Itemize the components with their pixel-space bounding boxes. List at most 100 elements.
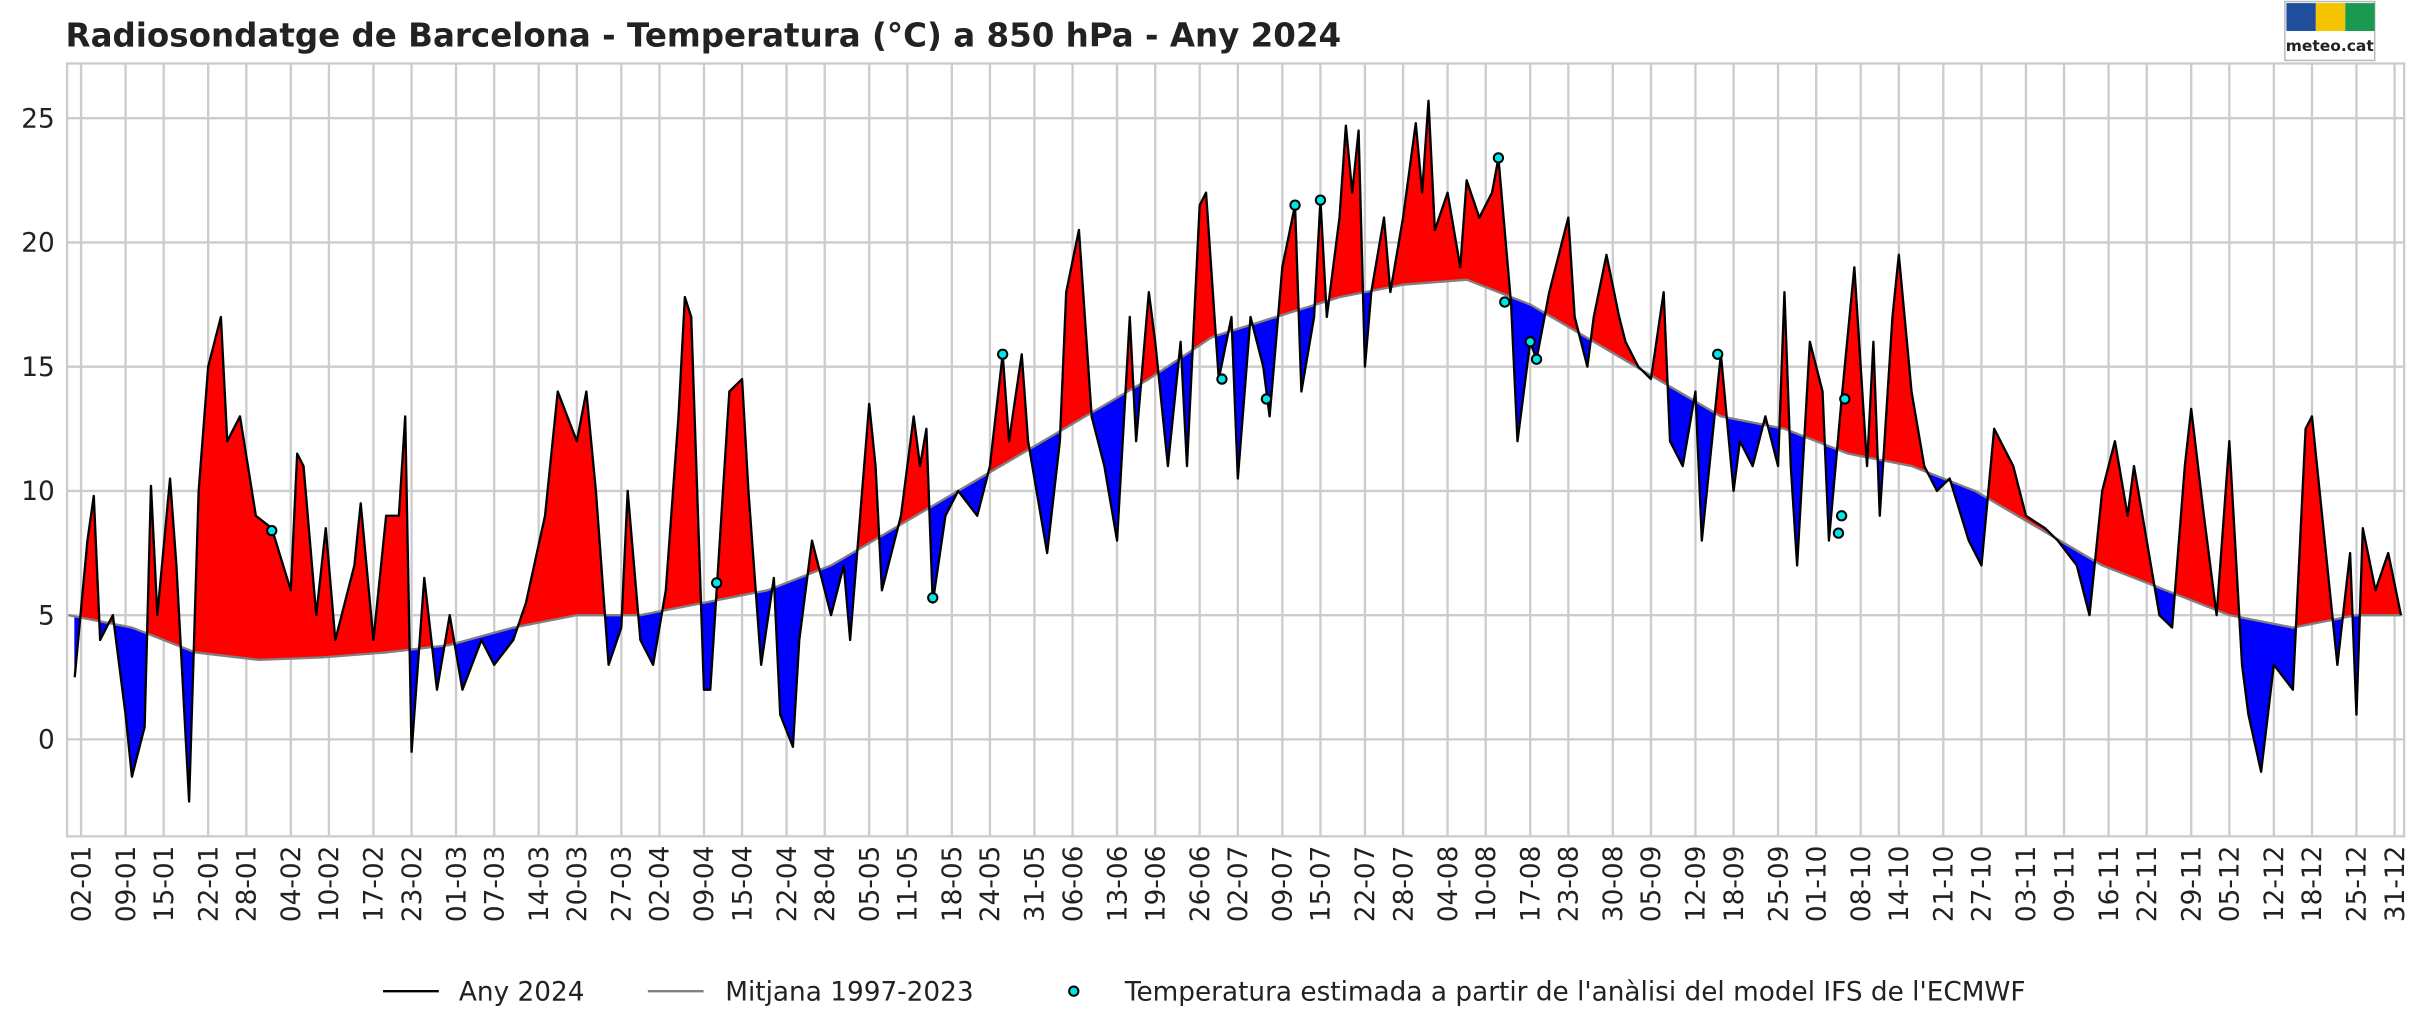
x-tick-label: 09-04	[690, 846, 720, 922]
x-tick-label: 01-03	[442, 846, 472, 922]
anomaly-area	[226, 416, 241, 659]
estimate-point	[1835, 510, 1848, 522]
x-tick-label: 15-07	[1307, 846, 1337, 922]
y-tick-label: 5	[38, 601, 55, 631]
anomaly-area	[239, 416, 257, 660]
x-tick-label: 20-03	[563, 846, 593, 922]
series-line	[73, 99, 2403, 803]
anomaly-area	[2305, 416, 2313, 626]
x-tick-label: 28-07	[1389, 846, 1419, 922]
x-tick-label: 31-12	[2381, 846, 2411, 922]
x-tick-label: 09-11	[2050, 846, 2080, 922]
x-tick-label: 02-07	[1224, 846, 1254, 922]
x-tick-label: 25-12	[2343, 846, 2373, 922]
estimate-point	[1216, 373, 1228, 385]
estimate-point	[997, 348, 1009, 360]
x-tick-label: 02-04	[646, 846, 676, 922]
y-tick-label: 15	[21, 353, 54, 383]
estimate-point	[1314, 194, 1327, 206]
x-tick-label: 22-01	[194, 846, 224, 922]
anomaly-area	[207, 316, 222, 656]
x-tick-label: 15-04	[728, 846, 758, 922]
x-tick-label: 05-05	[855, 846, 885, 922]
x-tick-label: 06-06	[1059, 846, 1089, 922]
x-tick-label: 12-12	[2260, 846, 2290, 922]
anomaly-area	[684, 296, 692, 607]
x-tick-label: 22-07	[1351, 846, 1381, 922]
x-tick-label: 28-04	[811, 846, 841, 922]
x-tick-label: 18-05	[938, 846, 968, 922]
anomaly-area	[2273, 623, 2294, 691]
estimate-point	[1530, 353, 1543, 365]
x-tick-label: 26-06	[1186, 846, 1216, 922]
logo-block	[2286, 3, 2316, 31]
legend-swatch	[1068, 985, 1080, 997]
anomaly-area	[255, 514, 273, 660]
y-tick-label: 10	[21, 477, 54, 507]
grid	[67, 63, 2405, 837]
x-tick-label: 25-09	[1764, 846, 1794, 922]
anomaly-area	[639, 612, 654, 666]
anomaly-area	[296, 453, 304, 659]
legend-label: Any 2024	[459, 977, 585, 1007]
estimate-point	[266, 525, 278, 537]
x-tick-label: 10-08	[1472, 846, 1502, 922]
anomaly-area	[576, 391, 587, 616]
x-tick-label: 21-10	[1930, 846, 1960, 922]
x-tick-label: 27-03	[608, 846, 638, 922]
x-tick-label: 12-09	[1682, 846, 1712, 922]
estimate-point	[927, 592, 939, 604]
x-tick-label: 05-09	[1637, 846, 1667, 922]
estimate-point	[1832, 527, 1845, 539]
anomaly-area	[1993, 428, 2014, 514]
x-tick-label: 22-04	[773, 846, 803, 922]
estimate-point	[1839, 393, 1851, 405]
x-tick-label: 19-06	[1141, 846, 1171, 922]
x-tick-label: 31-05	[1021, 846, 1051, 922]
legend-label: Temperatura estimada a partir de l'anàli…	[1124, 977, 2026, 1007]
x-tick-label: 04-08	[1434, 846, 1464, 922]
x-tick-label: 30-08	[1599, 846, 1629, 922]
x-tick-label: 03-11	[2012, 846, 2042, 922]
x-tick-label: 16-11	[2095, 846, 2125, 922]
anomaly-area	[1555, 217, 1569, 328]
x-tick-label: 05-12	[2216, 846, 2246, 922]
logo-block	[2315, 3, 2346, 31]
x-tick-label: 24-05	[976, 846, 1006, 922]
anomaly-area	[1103, 397, 1118, 541]
anomaly-area	[198, 366, 209, 655]
y-tick-label: 20	[21, 229, 54, 259]
logo-block	[2345, 3, 2375, 31]
x-tick-label: 23-02	[398, 846, 428, 922]
estimate-point	[1260, 393, 1273, 405]
x-tick-label: 18-12	[2298, 846, 2328, 922]
anomaly-area	[703, 601, 711, 691]
x-tick-label: 04-02	[277, 846, 307, 922]
x-tick-label: 01-10	[1802, 846, 1832, 922]
x-tick-label: 07-03	[480, 846, 510, 922]
series-line	[68, 278, 2401, 662]
legend: Any 2024 Mitjana 1997-2023 Temperatura est…	[383, 977, 2026, 1007]
x-tick-label: 22-11	[2133, 846, 2163, 922]
anomaly-area	[1434, 192, 1448, 283]
estimate-point	[1492, 152, 1505, 164]
x-tick-label: 08-10	[1847, 846, 1877, 922]
x-tick-label: 17-08	[1516, 846, 1546, 922]
estimate-point	[1289, 199, 1301, 211]
x-tick-label: 02-01	[67, 846, 97, 922]
logo: meteo.cat	[2284, 0, 2376, 62]
x-tick-label: 17-02	[360, 846, 390, 922]
x-tick-label: 23-08	[1555, 846, 1585, 922]
anomaly-area	[1199, 192, 1207, 347]
estimate-point	[1499, 296, 1511, 308]
x-tick-label: 28-01	[233, 846, 263, 922]
y-tick-label: 0	[38, 726, 55, 756]
x-tick-label: 10-02	[315, 846, 345, 922]
estimate-point	[710, 577, 723, 589]
x-tick-label: 09-07	[1269, 846, 1299, 922]
y-tick-label: 25	[21, 104, 54, 134]
x-tick-label: 11-05	[894, 846, 924, 922]
x-tick-label: 14-10	[1885, 846, 1915, 922]
anomaly-area	[728, 378, 743, 599]
